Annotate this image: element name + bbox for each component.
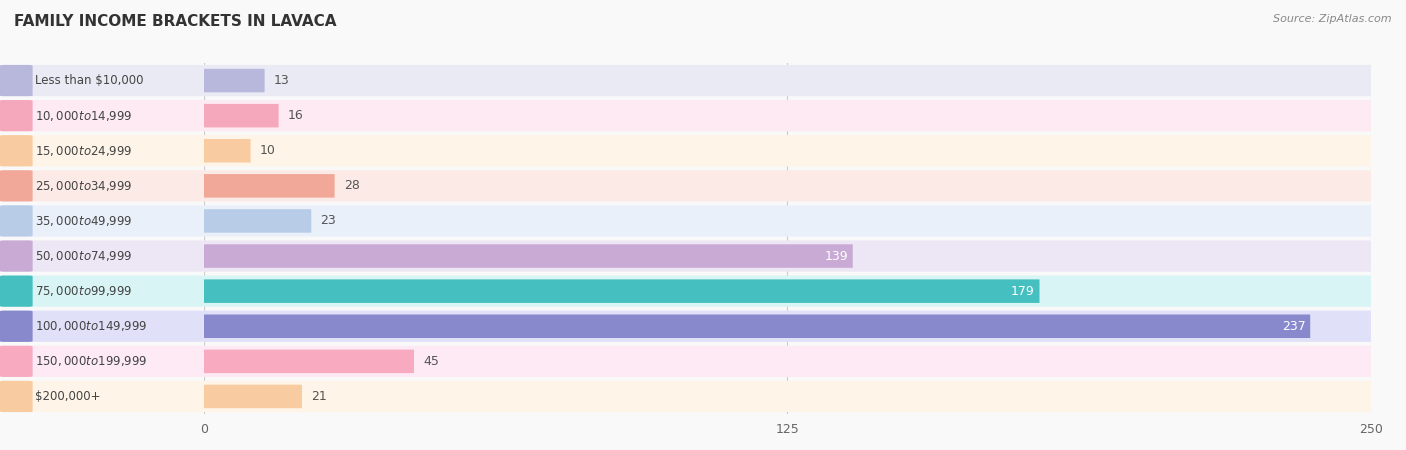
FancyBboxPatch shape [204, 65, 1371, 96]
FancyBboxPatch shape [0, 135, 32, 166]
FancyBboxPatch shape [204, 100, 1371, 131]
FancyBboxPatch shape [0, 381, 32, 412]
FancyBboxPatch shape [204, 385, 302, 408]
Text: 179: 179 [1011, 285, 1035, 297]
FancyBboxPatch shape [0, 135, 204, 166]
FancyBboxPatch shape [0, 100, 204, 131]
Text: 237: 237 [1282, 320, 1306, 333]
Text: $10,000 to $14,999: $10,000 to $14,999 [35, 108, 132, 123]
Text: 28: 28 [344, 180, 360, 192]
Text: 16: 16 [288, 109, 304, 122]
FancyBboxPatch shape [0, 346, 204, 377]
FancyBboxPatch shape [0, 65, 204, 96]
Text: $100,000 to $149,999: $100,000 to $149,999 [35, 319, 148, 333]
Text: 45: 45 [423, 355, 439, 368]
FancyBboxPatch shape [204, 346, 1371, 377]
Text: $35,000 to $49,999: $35,000 to $49,999 [35, 214, 132, 228]
FancyBboxPatch shape [204, 279, 1039, 303]
Text: 10: 10 [260, 144, 276, 157]
FancyBboxPatch shape [204, 69, 264, 92]
FancyBboxPatch shape [204, 350, 413, 373]
Text: 13: 13 [274, 74, 290, 87]
FancyBboxPatch shape [0, 170, 204, 202]
FancyBboxPatch shape [0, 310, 204, 342]
Text: FAMILY INCOME BRACKETS IN LAVACA: FAMILY INCOME BRACKETS IN LAVACA [14, 14, 336, 28]
FancyBboxPatch shape [0, 275, 32, 307]
Text: $150,000 to $199,999: $150,000 to $199,999 [35, 354, 148, 369]
FancyBboxPatch shape [204, 209, 311, 233]
FancyBboxPatch shape [0, 240, 32, 272]
FancyBboxPatch shape [204, 104, 278, 127]
Text: $200,000+: $200,000+ [35, 390, 100, 403]
Text: $75,000 to $99,999: $75,000 to $99,999 [35, 284, 132, 298]
Text: 139: 139 [824, 250, 848, 262]
FancyBboxPatch shape [0, 310, 32, 342]
FancyBboxPatch shape [0, 205, 204, 237]
FancyBboxPatch shape [204, 139, 250, 162]
FancyBboxPatch shape [0, 100, 32, 131]
FancyBboxPatch shape [0, 275, 204, 307]
FancyBboxPatch shape [0, 346, 32, 377]
FancyBboxPatch shape [204, 174, 335, 198]
Text: $25,000 to $34,999: $25,000 to $34,999 [35, 179, 132, 193]
Text: $15,000 to $24,999: $15,000 to $24,999 [35, 144, 132, 158]
FancyBboxPatch shape [204, 135, 1371, 166]
FancyBboxPatch shape [0, 205, 32, 237]
Text: 23: 23 [321, 215, 336, 227]
FancyBboxPatch shape [204, 310, 1371, 342]
FancyBboxPatch shape [0, 65, 32, 96]
FancyBboxPatch shape [204, 381, 1371, 412]
FancyBboxPatch shape [204, 244, 853, 268]
FancyBboxPatch shape [204, 315, 1310, 338]
FancyBboxPatch shape [204, 275, 1371, 307]
FancyBboxPatch shape [0, 170, 32, 202]
FancyBboxPatch shape [0, 381, 204, 412]
FancyBboxPatch shape [204, 205, 1371, 237]
FancyBboxPatch shape [204, 170, 1371, 202]
Text: Source: ZipAtlas.com: Source: ZipAtlas.com [1274, 14, 1392, 23]
FancyBboxPatch shape [0, 240, 204, 272]
Text: Less than $10,000: Less than $10,000 [35, 74, 143, 87]
Text: 21: 21 [311, 390, 328, 403]
Text: $50,000 to $74,999: $50,000 to $74,999 [35, 249, 132, 263]
FancyBboxPatch shape [204, 240, 1371, 272]
